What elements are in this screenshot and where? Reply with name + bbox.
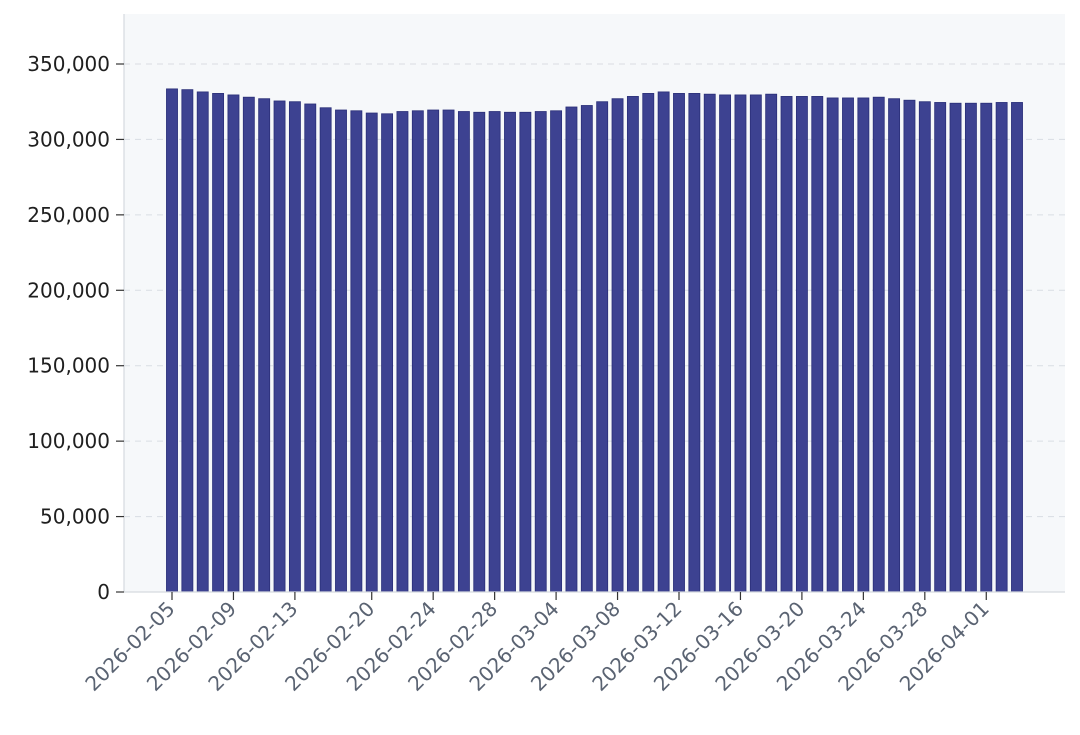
bar [703,93,716,593]
bar [519,111,532,593]
bar [473,111,486,593]
bar [657,91,670,593]
bar [964,102,977,593]
bar [227,94,240,593]
bar [288,101,301,593]
bar [427,109,440,593]
y-tick-label: 350,000 [27,52,110,76]
bar [888,98,901,593]
bar [181,89,194,593]
bar [842,97,854,593]
x-axis: 2026-02-052026-02-092026-02-132026-02-20… [80,592,994,696]
bar [857,97,870,593]
bar [765,93,778,593]
bar [196,91,209,593]
bar-series [166,88,1023,593]
bar [381,113,394,593]
bar [504,111,516,593]
y-tick-label: 150,000 [27,354,110,378]
bar [166,88,178,593]
bar [949,102,962,593]
y-axis: 0 50,000 100,000 150,000 200,000 250,000 300,0… [27,52,124,604]
bar [212,93,225,593]
bar [550,110,563,593]
bar [995,102,1008,593]
bar [534,111,547,593]
y-tick-label: 250,000 [27,203,110,227]
bar [626,96,639,593]
bar [242,96,255,593]
bar [411,110,424,593]
bar [580,105,593,593]
bar [795,96,808,593]
bar [719,94,732,593]
y-tick-label: 300,000 [27,127,110,151]
bar [335,109,347,593]
bar [903,99,916,593]
y-tick-label: 0 [97,580,110,604]
bar [396,111,409,593]
y-tick-label: 50,000 [40,505,110,529]
bar [488,111,501,593]
bar [688,93,701,593]
bar [319,107,332,593]
bar [934,102,947,593]
y-tick-label: 200,000 [27,278,110,302]
bar [273,100,286,593]
bar [673,93,685,593]
bar [980,102,993,593]
bar [365,112,378,593]
bar [350,110,363,593]
bar [734,94,747,593]
bar [811,96,824,593]
bar [872,96,885,593]
y-tick-label: 100,000 [27,429,110,453]
bar [918,101,931,593]
bar [457,111,470,593]
bar [780,96,793,593]
bar [611,98,624,593]
bar [258,98,271,593]
bar [442,109,455,593]
bar [749,94,762,593]
bar [565,106,578,593]
bar [304,103,317,593]
bar [596,101,609,593]
bar [642,93,655,593]
bar [826,97,839,593]
bar [1011,102,1023,593]
